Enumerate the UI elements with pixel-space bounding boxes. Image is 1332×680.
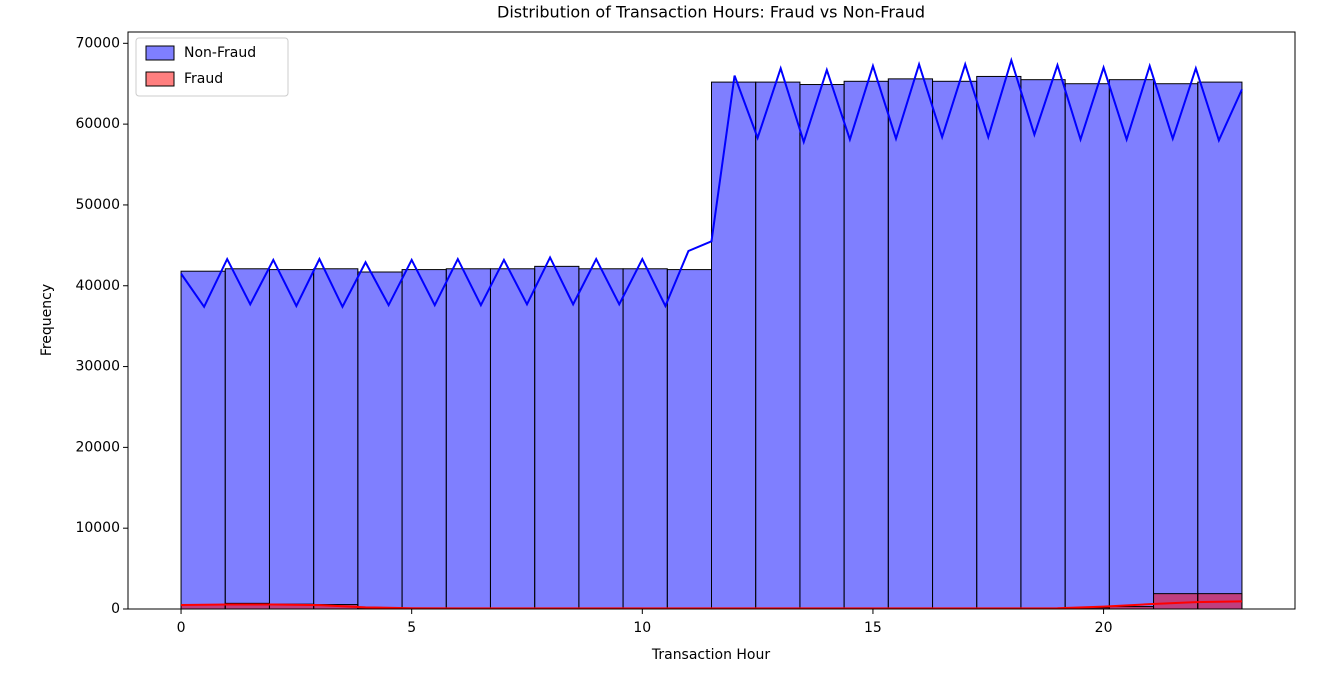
bar [357,271,403,610]
y-tick-label: 20000 [75,439,120,455]
bar [843,80,889,610]
legend-swatch [145,71,175,87]
y-tick-label: 10000 [75,520,120,536]
bar [1108,79,1155,610]
legend-swatch [145,45,175,61]
x-tick-label: 0 [177,620,186,636]
bar [1020,79,1066,610]
bar [622,268,668,610]
bar [1153,83,1199,610]
bar [489,268,536,610]
bar [268,269,315,610]
bar [1064,83,1110,610]
plot-frame [127,31,1296,610]
y-tick-label: 0 [111,601,120,617]
x-tick-label: 10 [633,620,651,636]
bar [578,268,624,610]
bar [711,81,757,610]
bar [666,269,713,610]
bar [887,78,934,610]
bar [180,270,226,610]
bar [1197,81,1243,610]
bar [932,80,978,610]
x-tick-label: 20 [1095,620,1113,636]
bar [313,268,359,610]
bar [534,265,580,610]
kde-line [180,56,1243,309]
kde-line [181,600,1242,610]
x-tick-label: 5 [407,620,416,636]
x-axis-label: Transaction Hour [651,647,771,663]
bar [401,269,447,610]
bar [799,84,845,610]
legend-label: Non-Fraud [184,45,256,61]
y-tick-label: 50000 [75,197,120,213]
bar [976,75,1022,610]
bar [755,81,801,610]
bar [224,268,270,610]
x-tick-label: 15 [864,620,882,636]
legend-label: Fraud [184,71,223,87]
y-tick-label: 70000 [75,35,120,51]
y-axis-label: Frequency [39,284,55,356]
bar [445,268,491,610]
y-tick-label: 40000 [75,278,120,294]
chart-title: Distribution of Transaction Hours: Fraud… [497,3,925,22]
y-tick-label: 60000 [75,116,120,132]
bar [1153,593,1199,610]
y-tick-label: 30000 [75,359,120,375]
